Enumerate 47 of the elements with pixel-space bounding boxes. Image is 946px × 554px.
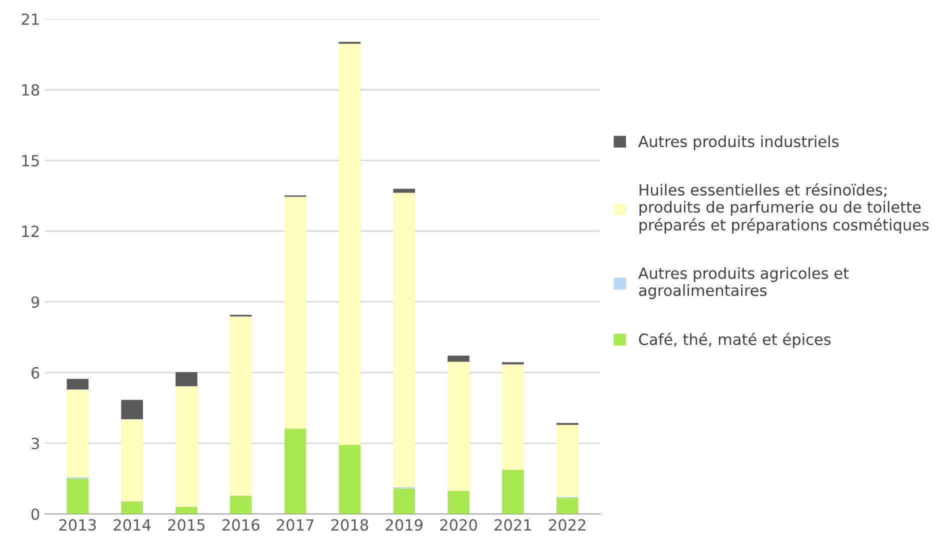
bar <box>121 400 143 420</box>
bar <box>393 192 415 488</box>
bar <box>284 196 306 429</box>
y-tick-label: 21 <box>22 13 39 25</box>
x-tick-label: 2016 <box>222 519 260 531</box>
bar <box>448 362 470 491</box>
bar <box>284 428 306 514</box>
bar <box>556 498 578 514</box>
x-tick-label: 2018 <box>331 519 368 531</box>
y-tick-label: 18 <box>22 84 40 96</box>
bar <box>502 364 524 470</box>
bar <box>556 424 578 498</box>
y-tick-label: 15 <box>22 155 39 166</box>
y-tick-label: 0 <box>31 508 40 520</box>
x-tick-label: 2017 <box>276 519 314 531</box>
bar <box>230 316 252 496</box>
x-tick-label: 2015 <box>168 519 205 531</box>
x-tick-label: 2022 <box>549 519 586 531</box>
bar <box>448 356 470 362</box>
bar <box>66 390 89 478</box>
y-tick-label: 3 <box>32 438 39 450</box>
legend-label: Autres produits industriels <box>638 135 839 150</box>
y-tick-label: 9 <box>31 296 40 308</box>
legend-label: Huiles essentielles et résinoïdes; produits de parfumerie ou de toilette préparés et préparations cosmétiques <box>640 183 929 234</box>
x-tick-label: 2020 <box>440 519 477 531</box>
legend-label: Café, thé, maté et épices <box>639 332 831 348</box>
bar <box>393 188 415 193</box>
bar <box>66 378 89 390</box>
bar <box>121 419 143 502</box>
bar <box>230 496 252 514</box>
y-tick-label: 6 <box>31 367 40 379</box>
y-tick-label: 12 <box>22 226 39 237</box>
bar <box>176 386 198 507</box>
x-tick-label: 2013 <box>59 519 96 531</box>
legend-label: Autres produits agricoles et agroalimentaires <box>638 267 849 300</box>
bar <box>448 490 470 514</box>
x-tick-label: 2019 <box>386 519 422 531</box>
bar <box>176 372 198 386</box>
bar <box>338 44 361 445</box>
bar <box>502 470 524 514</box>
bar <box>338 444 361 514</box>
x-tick-label: 2021 <box>494 519 531 531</box>
bar <box>176 506 198 514</box>
bar <box>393 488 415 514</box>
bar <box>66 478 89 514</box>
bar <box>121 501 143 514</box>
x-tick-label: 2014 <box>114 519 151 531</box>
